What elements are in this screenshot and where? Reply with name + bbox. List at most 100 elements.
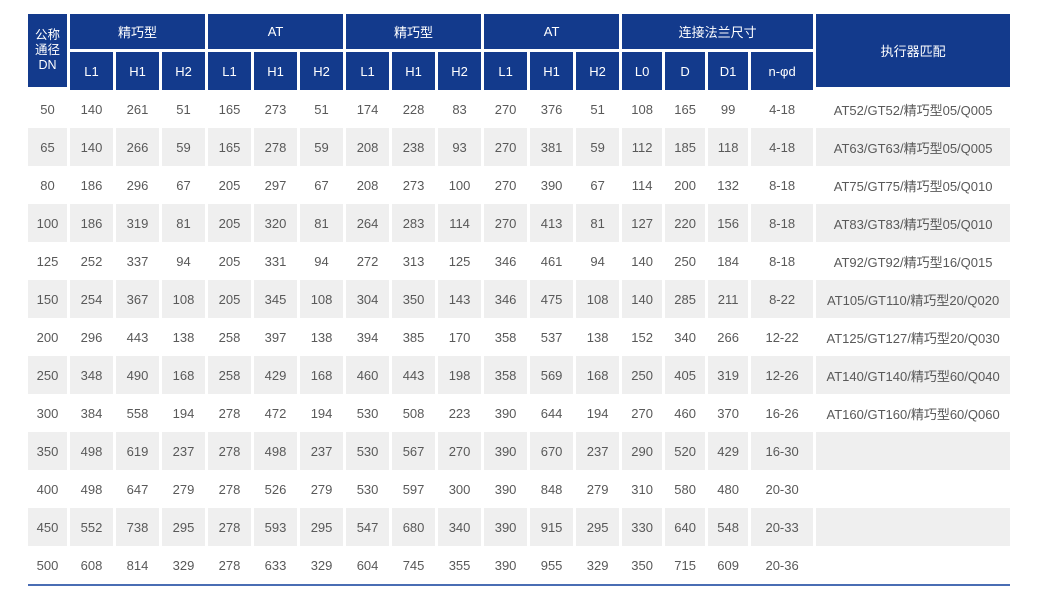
sub-header: H1 <box>116 52 162 90</box>
cell-value: 20-33 <box>751 508 817 546</box>
cell-value: 170 <box>438 318 485 356</box>
cell-actuator <box>816 508 1011 546</box>
cell-value: 278 <box>208 546 255 584</box>
cell-dn: 300 <box>28 394 70 432</box>
cell-value: 250 <box>665 242 709 280</box>
cell-value: 520 <box>665 432 709 470</box>
cell-value: 329 <box>162 546 209 584</box>
cell-value: 552 <box>70 508 116 546</box>
cell-value: 118 <box>708 128 752 166</box>
cell-dn: 450 <box>28 508 70 546</box>
cell-actuator: AT160/GT160/精巧型60/Q060 <box>816 394 1011 432</box>
sub-header: H1 <box>392 52 439 90</box>
cell-value: 397 <box>254 318 301 356</box>
table-row: 125 252 337 94 205 331 94 272 313 125 346 461 94 140 2… <box>28 242 1011 280</box>
cell-value: 94 <box>162 242 209 280</box>
cell-value: 370 <box>708 394 752 432</box>
cell-value: 348 <box>70 356 116 394</box>
cell-value: 390 <box>484 470 531 508</box>
header-sub-row: L1 H1 H2 L1 H1 H2 L1 H1 H2 L1 H1 H2 L0 D… <box>28 52 1010 90</box>
cell-actuator <box>816 432 1011 470</box>
cell-value: 114 <box>438 204 485 242</box>
table-row: 200 296 443 138 258 397 138 394 385 170 358 537 138 1… <box>28 318 1011 356</box>
cell-value: 955 <box>530 546 577 584</box>
cell-value: 194 <box>300 394 347 432</box>
cell-value: 290 <box>622 432 666 470</box>
cell-value: 381 <box>530 128 577 166</box>
cell-value: 67 <box>162 166 209 204</box>
cell-value: 340 <box>665 318 709 356</box>
cell-value: 376 <box>530 90 577 128</box>
cell-value: 390 <box>530 166 577 204</box>
cell-value: 81 <box>300 204 347 242</box>
cell-value: 295 <box>576 508 623 546</box>
cell-value: 558 <box>116 394 162 432</box>
cell-value: 567 <box>392 432 439 470</box>
cell-value: 367 <box>116 280 162 318</box>
cell-value: 220 <box>665 204 709 242</box>
cell-value: 138 <box>300 318 347 356</box>
col-header-actuator: 执行器匹配 <box>816 14 1011 90</box>
cell-value: 508 <box>392 394 439 432</box>
cell-value: 278 <box>208 432 255 470</box>
cell-dn: 80 <box>28 166 70 204</box>
sub-header: H1 <box>530 52 577 90</box>
cell-value: 640 <box>665 508 709 546</box>
cell-value: 270 <box>484 128 531 166</box>
cell-value: 8-18 <box>751 242 817 280</box>
col-group-at-1: AT <box>208 14 347 52</box>
table-row: 500 608 814 329 278 633 329 604 745 355 390 955 329 3… <box>28 546 1011 584</box>
cell-value: 319 <box>116 204 162 242</box>
cell-actuator: AT63/GT63/精巧型05/Q005 <box>816 128 1011 166</box>
cell-value: 8-22 <box>751 280 817 318</box>
cell-value: 270 <box>484 204 531 242</box>
cell-value: 390 <box>484 546 531 584</box>
cell-value: 498 <box>70 432 116 470</box>
cell-value: 429 <box>708 432 752 470</box>
table-row: 300 384 558 194 278 472 194 530 508 223 390 644 194 2… <box>28 394 1011 432</box>
col-group-flange: 连接法兰尺寸 <box>622 14 817 52</box>
cell-value: 310 <box>622 470 666 508</box>
valve-spec-table: 公称 通径 DN 精巧型 AT 精巧型 AT 连接法兰尺寸 执行器匹配 L1 H… <box>28 14 1011 584</box>
cell-value: 273 <box>254 90 301 128</box>
cell-value: 194 <box>162 394 209 432</box>
cell-value: 633 <box>254 546 301 584</box>
table-row: 100 186 319 81 205 320 81 264 283 114 270 413 81 127 2… <box>28 204 1011 242</box>
cell-value: 498 <box>70 470 116 508</box>
cell-value: 152 <box>622 318 666 356</box>
cell-value: 208 <box>346 128 393 166</box>
cell-value: 8-18 <box>751 204 817 242</box>
cell-value: 296 <box>116 166 162 204</box>
cell-value: 138 <box>162 318 209 356</box>
cell-value: 238 <box>392 128 439 166</box>
cell-actuator: AT140/GT140/精巧型60/Q040 <box>816 356 1011 394</box>
cell-value: 264 <box>346 204 393 242</box>
cell-value: 278 <box>254 128 301 166</box>
cell-value: 272 <box>346 242 393 280</box>
cell-value: 20-30 <box>751 470 817 508</box>
cell-value: 548 <box>708 508 752 546</box>
sub-header: n-φd <box>751 52 817 90</box>
cell-value: 100 <box>438 166 485 204</box>
cell-value: 461 <box>530 242 577 280</box>
cell-value: 337 <box>116 242 162 280</box>
cell-value: 390 <box>484 432 531 470</box>
cell-value: 258 <box>208 356 255 394</box>
cell-value: 165 <box>665 90 709 128</box>
cell-value: 93 <box>438 128 485 166</box>
table-body: 50 140 261 51 165 273 51 174 228 83 270 376 51 108 165… <box>28 90 1011 584</box>
cell-value: 168 <box>162 356 209 394</box>
col-header-dn: 公称 通径 DN <box>28 14 70 90</box>
cell-value: 670 <box>530 432 577 470</box>
cell-value: 385 <box>392 318 439 356</box>
cell-value: 174 <box>346 90 393 128</box>
cell-value: 205 <box>208 166 255 204</box>
cell-value: 715 <box>665 546 709 584</box>
cell-value: 358 <box>484 356 531 394</box>
cell-dn: 250 <box>28 356 70 394</box>
cell-value: 140 <box>70 128 116 166</box>
cell-value: 270 <box>484 90 531 128</box>
cell-value: 168 <box>576 356 623 394</box>
cell-value: 237 <box>300 432 347 470</box>
cell-value: 254 <box>70 280 116 318</box>
